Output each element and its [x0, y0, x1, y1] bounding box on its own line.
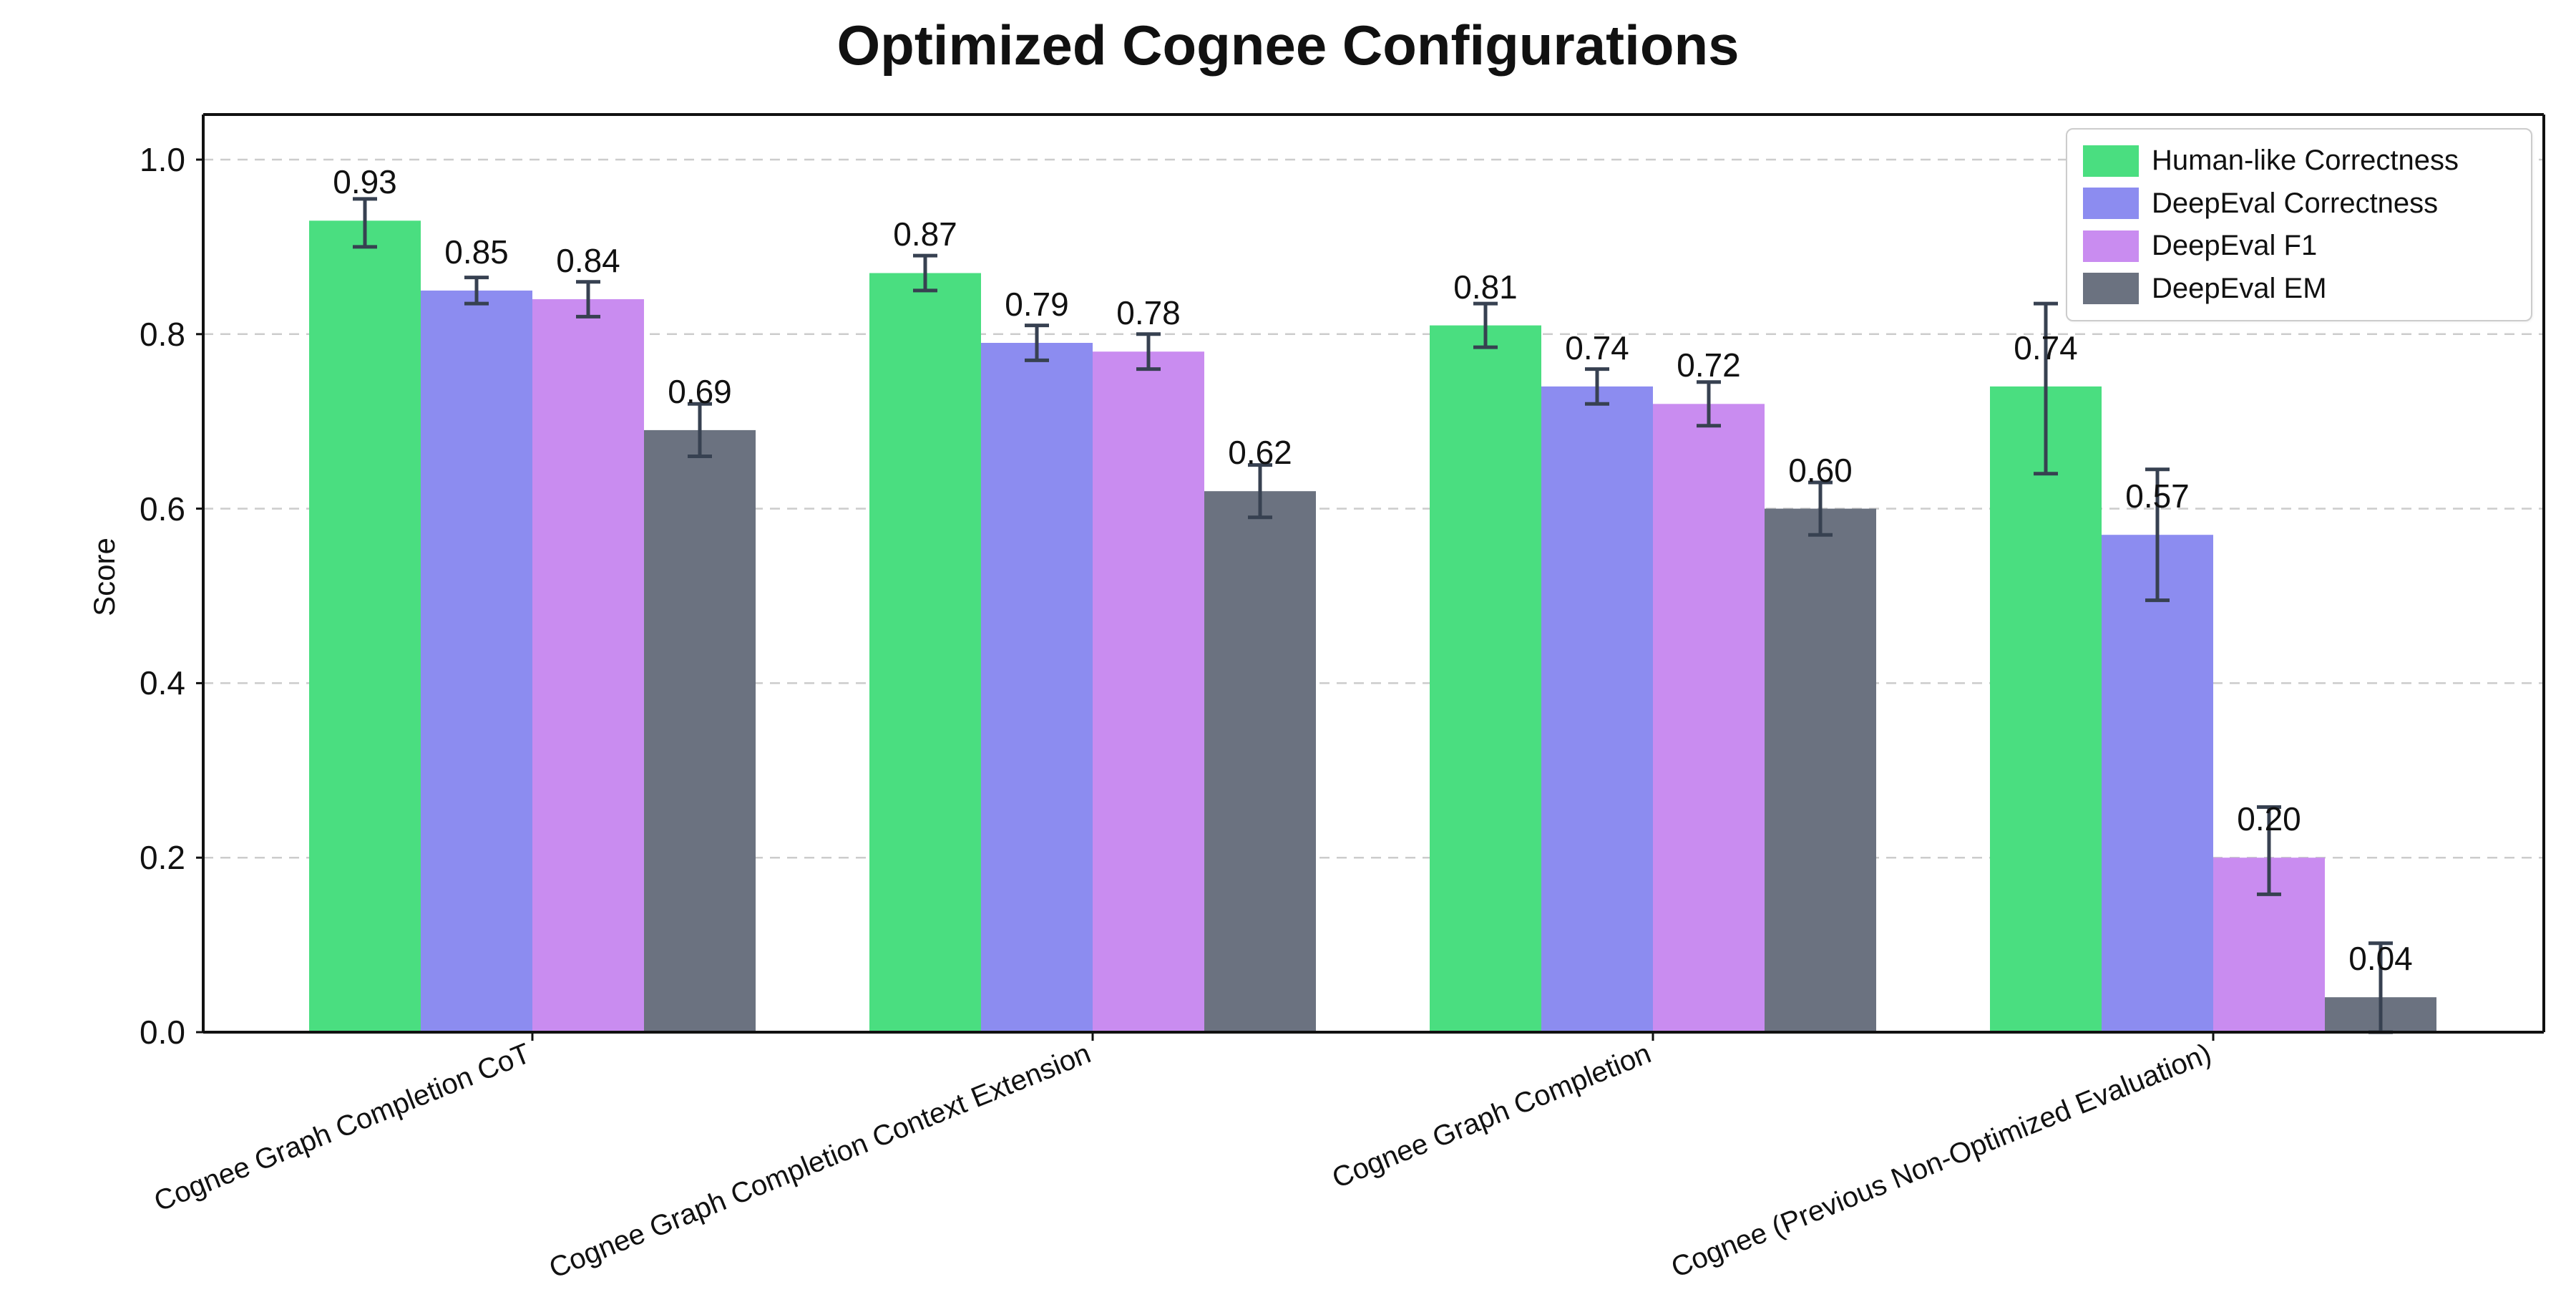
svg-text:0.0: 0.0 [140, 1014, 185, 1051]
svg-text:0.84: 0.84 [556, 242, 620, 279]
svg-text:0.04: 0.04 [2348, 940, 2413, 977]
svg-text:Score: Score [87, 538, 121, 616]
svg-text:0.87: 0.87 [893, 215, 957, 253]
svg-text:0.81: 0.81 [1453, 268, 1518, 306]
svg-text:0.93: 0.93 [333, 163, 397, 200]
svg-text:0.85: 0.85 [444, 233, 509, 271]
svg-text:0.78: 0.78 [1116, 294, 1181, 331]
svg-text:0.79: 0.79 [1005, 286, 1069, 323]
svg-text:1.0: 1.0 [140, 141, 185, 178]
svg-text:0.8: 0.8 [140, 316, 185, 353]
svg-text:0.62: 0.62 [1228, 434, 1292, 471]
svg-text:0.57: 0.57 [2125, 477, 2190, 515]
svg-text:0.4: 0.4 [140, 664, 185, 701]
svg-text:0.6: 0.6 [140, 490, 185, 528]
svg-text:0.60: 0.60 [1788, 452, 1853, 489]
svg-text:0.69: 0.69 [668, 373, 732, 410]
svg-text:0.20: 0.20 [2237, 800, 2301, 837]
svg-text:0.74: 0.74 [1565, 329, 1629, 366]
svg-text:0.2: 0.2 [140, 839, 185, 876]
svg-text:0.74: 0.74 [2014, 329, 2078, 366]
svg-text:0.72: 0.72 [1677, 346, 1741, 384]
